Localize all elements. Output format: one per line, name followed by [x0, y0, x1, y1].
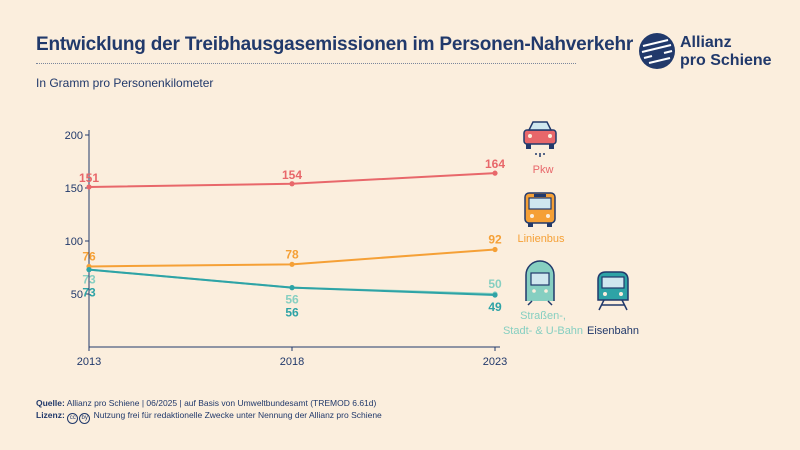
data-label: 50	[488, 277, 502, 291]
data-label: 78	[285, 247, 299, 261]
y-tick-label: 200	[65, 130, 83, 142]
legend-label-linienbus: Linienbus	[517, 233, 565, 245]
x-tick-label: 2023	[483, 356, 507, 368]
chart-title: Entwicklung der Treibhausgasemissionen i…	[36, 34, 634, 55]
data-label: 56	[285, 293, 299, 307]
data-point	[289, 261, 295, 267]
y-tick-label: 50	[71, 289, 83, 301]
y-tick-label: 150	[65, 183, 83, 195]
data-label: 73	[82, 273, 96, 287]
data-point	[492, 292, 498, 298]
data-point	[86, 267, 92, 273]
data-label: 56	[285, 306, 299, 320]
tram-icon	[525, 260, 555, 306]
cc-icon: cc	[67, 413, 79, 424]
data-label: 154	[282, 168, 302, 182]
data-label: 92	[488, 232, 502, 246]
logo: Allianz pro Schiene	[638, 32, 778, 76]
logo-line-2: pro Schiene	[680, 52, 772, 69]
allianz-logo-icon	[639, 33, 675, 69]
source-label: Quelle:	[36, 398, 65, 408]
bus-icon	[524, 192, 556, 227]
title-divider	[36, 63, 576, 64]
cc-by-icon: by	[79, 413, 91, 424]
legend-label-tram-1: Straßen-,	[520, 310, 566, 322]
legend-label-eisenbahn: Eisenbahn	[587, 325, 639, 337]
license-text: Nutzung frei für redaktionelle Zwecke un…	[93, 410, 382, 420]
legend-label-tram-2: Stadt- & U-Bahn	[503, 325, 583, 337]
data-point	[492, 170, 498, 176]
x-tick-label: 2013	[77, 356, 101, 368]
data-label: 49	[488, 300, 502, 314]
chart-subtitle: In Gramm pro Personenkilometer	[36, 76, 214, 90]
train-icon	[597, 271, 629, 311]
data-point	[289, 285, 295, 291]
data-label: 73	[82, 286, 96, 300]
logo-line-1: Allianz	[680, 34, 732, 51]
data-point	[289, 181, 295, 187]
data-point	[86, 184, 92, 190]
data-label: 164	[485, 157, 505, 171]
footer: Quelle: Allianz pro Schiene | 06/2025 | …	[36, 397, 382, 424]
legend-label-pkw: Pkw	[533, 164, 554, 176]
y-tick-label: 100	[65, 236, 83, 248]
data-point	[492, 246, 498, 253]
data-label: 76	[82, 249, 96, 263]
source-text: Allianz pro Schiene | 06/2025 | auf Basi…	[66, 398, 377, 408]
license-label: Lizenz:	[36, 410, 65, 420]
car-icon	[523, 121, 557, 157]
data-label: 151	[79, 171, 99, 185]
x-tick-label: 2018	[280, 356, 304, 368]
